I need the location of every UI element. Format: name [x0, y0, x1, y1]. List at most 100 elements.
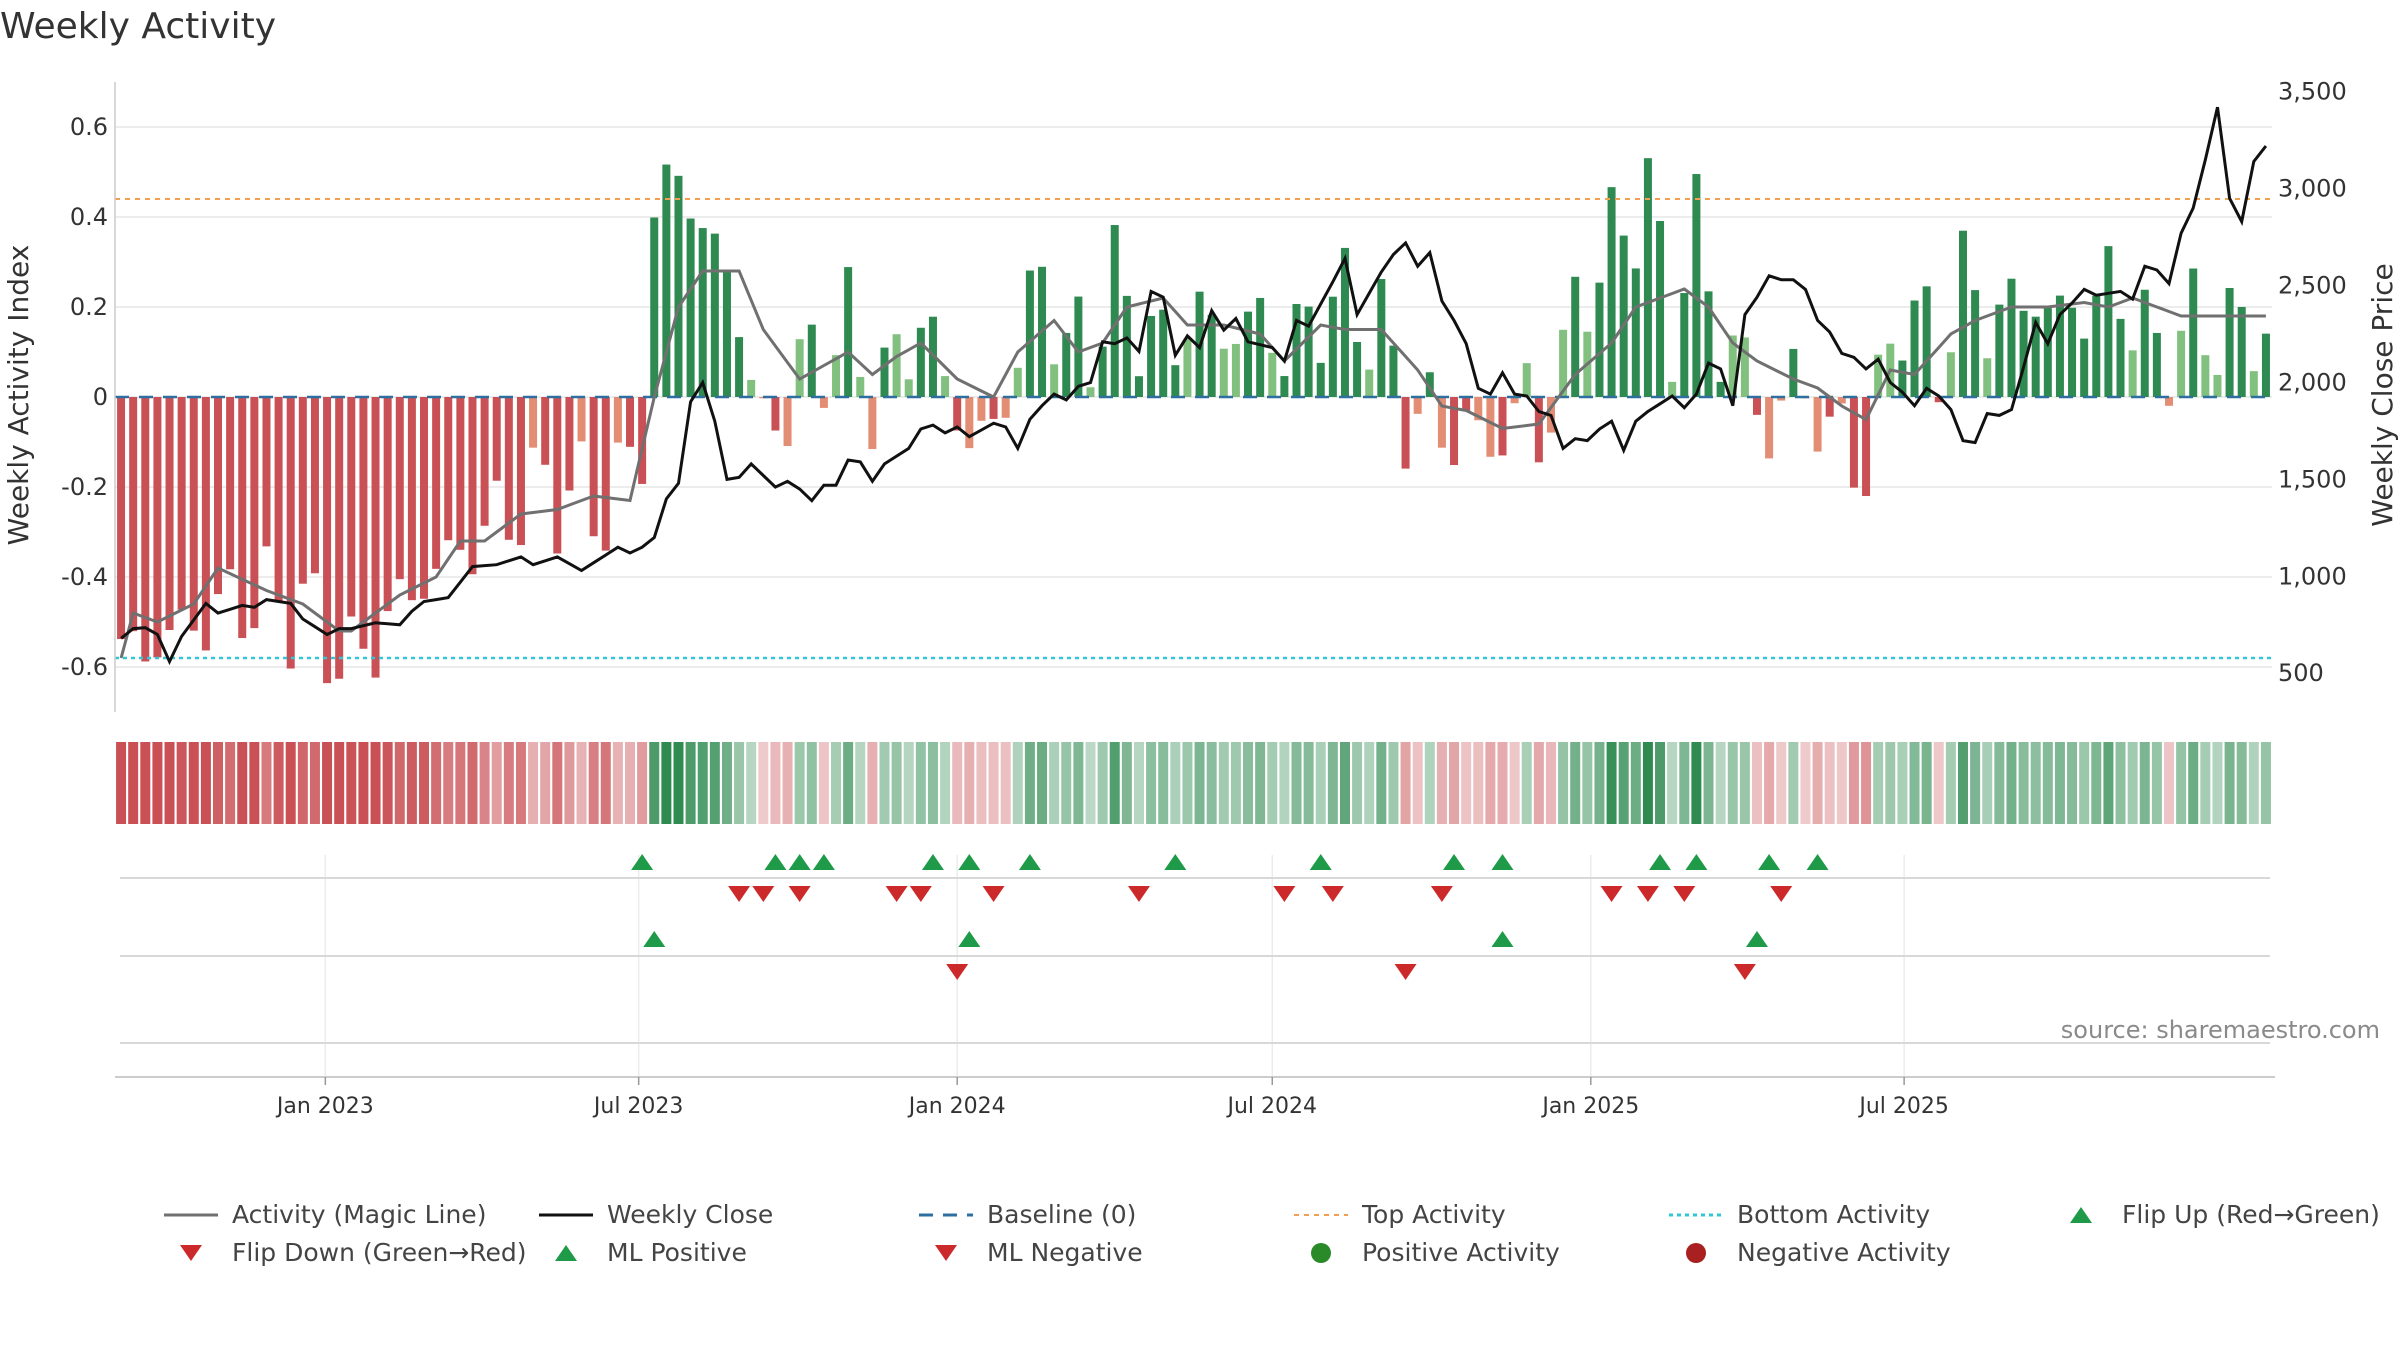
strip-cell	[1788, 742, 1799, 824]
activity-bar	[904, 379, 913, 397]
strip-cell	[1982, 742, 1993, 824]
activity-bar	[819, 397, 828, 408]
legend-label: Bottom Activity	[1737, 1200, 1931, 1229]
strip-cell	[152, 742, 163, 824]
activity-bar	[1340, 247, 1349, 397]
activity-bar	[1668, 381, 1677, 397]
strip-cell	[1848, 742, 1859, 824]
legend-item: Negative Activity	[1665, 1238, 1951, 1267]
strip-cell	[1751, 742, 1762, 824]
strip-cell	[1642, 742, 1653, 824]
strip-cell	[1012, 742, 1023, 824]
activity-bar	[832, 355, 841, 397]
activity-bar	[274, 397, 283, 602]
activity-bar	[553, 397, 562, 554]
strip-cell	[1436, 742, 1447, 824]
strip-cell	[1073, 742, 1084, 824]
legend-swatch	[555, 1244, 577, 1261]
legend-swatch	[935, 1244, 957, 1261]
activity-bar	[238, 397, 247, 639]
x-tick-label: Jul 2023	[592, 1094, 684, 1119]
activity-bar	[1316, 362, 1325, 397]
activity-bar	[1862, 397, 1871, 497]
y-tick-label: 0.6	[70, 113, 108, 141]
activity-bar	[1607, 187, 1616, 397]
activity-bar	[2031, 316, 2040, 397]
strip-cell	[952, 742, 963, 824]
strip-cell	[176, 742, 187, 824]
legend-label: ML Positive	[607, 1238, 747, 1267]
strip-cell	[625, 742, 636, 824]
strip-cell	[1037, 742, 1048, 824]
activity-bar	[1304, 306, 1313, 397]
activity-bar	[650, 217, 659, 397]
activity-bar	[262, 397, 271, 547]
activity-bar	[1946, 352, 1955, 397]
strip-cell	[1121, 742, 1132, 824]
strip-cell	[1061, 742, 1072, 824]
strip-cell	[1424, 742, 1435, 824]
strip-cell	[1679, 742, 1690, 824]
strip-cell	[2248, 742, 2259, 824]
activity-bar	[2007, 278, 2016, 397]
strip-cell	[443, 742, 454, 824]
activity-bar	[2225, 287, 2234, 397]
activity-bar	[226, 397, 235, 570]
strip-cell	[2115, 742, 2126, 824]
legend-label: Negative Activity	[1737, 1238, 1951, 1267]
activity-bar	[1256, 297, 1265, 397]
activity-bar	[504, 397, 513, 540]
legend-label: Flip Down (Green→Red)	[232, 1238, 527, 1267]
activity-bar	[2068, 307, 2077, 397]
activity-bar	[1510, 397, 1519, 404]
strip-cell	[2091, 742, 2102, 824]
activity-bar	[662, 164, 671, 397]
activity-bar	[565, 397, 574, 491]
strip-cell	[1158, 742, 1169, 824]
activity-bar	[783, 397, 792, 446]
activity-bar	[1462, 397, 1471, 412]
flip-down-marker	[1636, 886, 1659, 902]
flip-down-marker	[909, 886, 932, 902]
ml-positive-marker	[958, 931, 981, 947]
strip-cell	[1291, 742, 1302, 824]
strip-cell	[1812, 742, 1823, 824]
source-label: source: sharemaestro.com	[2061, 1016, 2380, 1044]
strip-cell	[2163, 742, 2174, 824]
strip-cell	[2103, 742, 2114, 824]
strip-cell	[503, 742, 514, 824]
activity-bar	[941, 376, 950, 397]
y2-tick-label: 2,500	[2278, 272, 2347, 300]
strip-cell	[1727, 742, 1738, 824]
strip-cell	[225, 742, 236, 824]
strip-cell	[1049, 742, 1060, 824]
y2-tick-label: 3,000	[2278, 175, 2347, 203]
strip-cell	[1182, 742, 1193, 824]
activity-bar	[2092, 295, 2101, 397]
flip-up-marker	[812, 854, 835, 870]
y2-tick-label: 3,500	[2278, 78, 2347, 106]
flip-up-marker	[1443, 854, 1466, 870]
strip-cell	[2018, 742, 2029, 824]
activity-bars	[117, 158, 2270, 684]
strip-cell	[734, 742, 745, 824]
activity-bar	[722, 271, 731, 397]
strip-cell	[1218, 742, 1229, 824]
flip-up-marker	[1164, 854, 1187, 870]
x-tick-label: Jul 2025	[1857, 1094, 1949, 1119]
strip-cell	[1521, 742, 1532, 824]
strip-cell	[818, 742, 829, 824]
strip-cell	[2260, 742, 2271, 824]
activity-bar	[977, 397, 986, 421]
y-tick-label: -0.6	[61, 653, 108, 681]
flip-down-marker	[885, 886, 908, 902]
activity-bar	[880, 347, 889, 397]
strip-cell	[564, 742, 575, 824]
strip-cell	[964, 742, 975, 824]
strip-cell	[843, 742, 854, 824]
legend-item: Positive Activity	[1290, 1238, 1560, 1267]
strip-cell	[200, 742, 211, 824]
flip-up-marker	[1309, 854, 1332, 870]
activity-bar	[1777, 397, 1786, 401]
activity-bar	[1571, 276, 1580, 397]
